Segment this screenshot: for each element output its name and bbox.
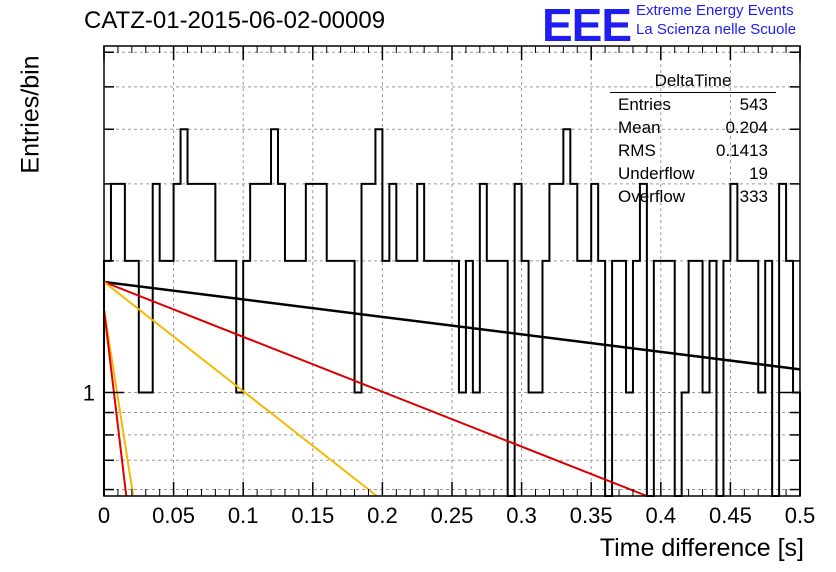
fit-line <box>103 309 135 497</box>
y-tick-label: 1 <box>83 381 95 406</box>
stats-row-entries: Entries 543 <box>610 93 776 116</box>
fit-line <box>103 281 378 497</box>
stats-label: Mean <box>618 118 661 137</box>
stats-value: 333 <box>739 187 768 206</box>
x-tick-label: 0.3 <box>506 503 537 528</box>
fit-line <box>103 280 801 371</box>
stats-title: DeltaTime <box>610 71 776 93</box>
stats-label: Entries <box>618 95 671 114</box>
stats-row-overflow: Overflow 333 <box>610 185 776 208</box>
fit-line <box>103 309 128 497</box>
chart-title: CATZ-01-2015-06-02-00009 <box>84 7 386 34</box>
stats-box: DeltaTime Entries 543 Mean 0.204 RMS 0.1… <box>610 71 776 208</box>
fit-lines <box>103 280 801 497</box>
eee-logo: EEE <box>542 0 632 51</box>
x-axis-label: Time difference [s] <box>599 534 804 562</box>
x-tick-label: 0.4 <box>646 503 677 528</box>
logo-line-1: Extreme Energy Events <box>636 2 794 19</box>
x-tick-label: 0.1 <box>228 503 259 528</box>
stats-row-rms: RMS 0.1413 <box>610 139 776 162</box>
stats-value: 0.204 <box>725 118 768 137</box>
histogram-steps <box>103 128 801 497</box>
stats-row-underflow: Underflow 19 <box>610 162 776 185</box>
y-axis: 1 <box>83 51 800 491</box>
stats-label: Overflow <box>618 187 686 206</box>
stats-label: RMS <box>618 141 656 160</box>
y-axis-label: Entries/bin <box>16 55 45 174</box>
x-tick-label: 0.45 <box>709 503 752 528</box>
x-tick-label: 0.5 <box>785 503 816 528</box>
x-tick-label: 0.2 <box>367 503 398 528</box>
x-tick-label: 0.05 <box>152 503 195 528</box>
logo-line-2: La Scienza nelle Scuole <box>636 21 797 38</box>
x-tick-label: 0.25 <box>431 503 474 528</box>
x-tick-label: 0.35 <box>570 503 613 528</box>
x-tick-label: 0.15 <box>291 503 334 528</box>
stats-value: 543 <box>739 95 768 114</box>
stats-row-mean: Mean 0.204 <box>610 116 776 139</box>
x-axis: 0 0.05 0.1 0.15 0.2 0.25 0.3 0.35 0.4 0.45 0.5 <box>98 46 815 528</box>
fit-line <box>103 281 648 497</box>
stats-value: 19 <box>749 164 768 183</box>
stats-label: Underflow <box>618 164 695 183</box>
stats-value: 0.1413 <box>716 141 768 160</box>
histogram <box>103 128 801 497</box>
x-tick-label: 0 <box>98 503 110 528</box>
